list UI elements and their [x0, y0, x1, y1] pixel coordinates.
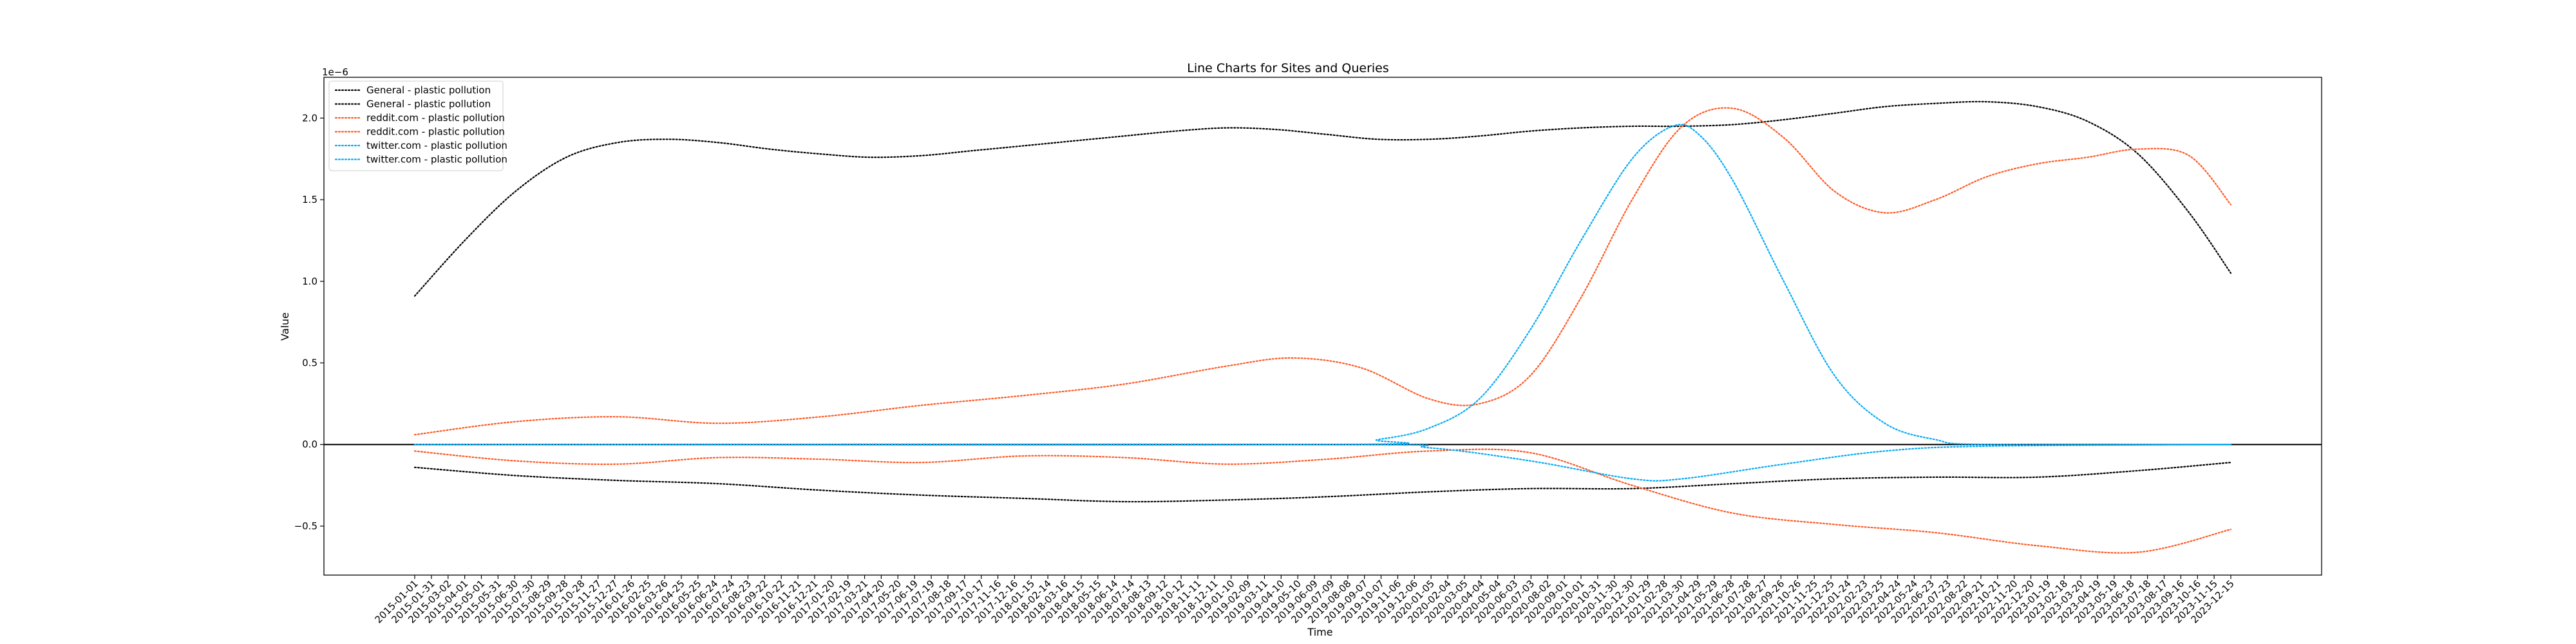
plot-frame [323, 77, 2322, 576]
y-tick-label: 2.0 [302, 112, 317, 124]
y-tick-label: −0.5 [294, 520, 317, 532]
series-line-2 [413, 462, 2232, 503]
series-line-4 [413, 448, 2232, 554]
x-axis: 2015-01-012015-01-312015-03-022015-04-01… [372, 575, 2237, 625]
legend-box [328, 80, 504, 171]
y-tick-label: 0.5 [302, 357, 317, 369]
series-line-5 [413, 124, 2232, 446]
series-line-1 [413, 100, 2232, 297]
legend-entry: twitter.com - plastic pollution [366, 154, 507, 166]
chart-title: Line Charts for Sites and Queries [1187, 61, 1389, 75]
legend-entry: reddit.com - plastic pollution [366, 112, 505, 124]
y-axis-offset-label: 1e−6 [322, 66, 348, 78]
series-line-6 [413, 443, 2232, 482]
series-line-3 [413, 107, 2232, 436]
legend-entry: reddit.com - plastic pollution [366, 126, 505, 138]
plot-area [324, 100, 2322, 554]
y-tick-label: 1.5 [302, 194, 317, 205]
y-axis: −0.5 0.0 0.5 1.0 1.5 2.0 [294, 112, 324, 532]
x-axis-title: Time [1307, 626, 1332, 638]
y-tick-label: 0.0 [302, 439, 317, 450]
legend-entry: General - plastic pollution [366, 84, 491, 96]
legend-entry: twitter.com - plastic pollution [366, 140, 507, 151]
y-tick-label: 1.0 [302, 276, 317, 287]
legend-entry: General - plastic pollution [366, 99, 491, 110]
y-axis-title: Value [279, 312, 291, 341]
legend: General - plastic pollution General - pla… [328, 80, 507, 171]
